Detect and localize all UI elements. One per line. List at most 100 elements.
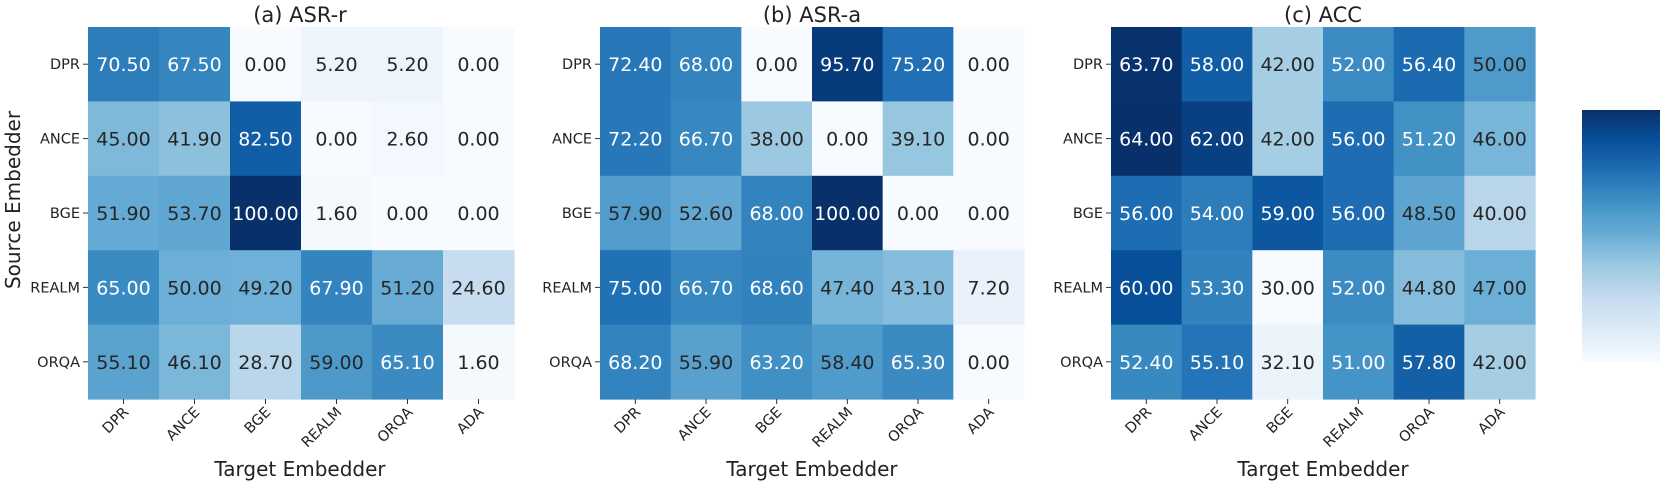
heatmap-cell bbox=[301, 324, 373, 400]
cell-value-label: 0.00 bbox=[457, 129, 499, 151]
heatmap-cell bbox=[882, 27, 954, 102]
cell-value-label: 67.50 bbox=[167, 54, 221, 76]
heatmap-cell bbox=[1464, 101, 1536, 177]
y-tick-label: DPR bbox=[562, 57, 592, 73]
cell-value-label: 52.00 bbox=[1331, 54, 1385, 76]
panel-asr-r: (a) ASR-r Source Embedder Target Embedde… bbox=[1, 3, 515, 481]
heatmap-cell bbox=[1252, 27, 1324, 102]
heatmap-cell bbox=[812, 324, 884, 400]
cell-value-label: 0.00 bbox=[756, 54, 798, 76]
heatmap-cell bbox=[1111, 324, 1183, 400]
cell-value-label: 51.20 bbox=[380, 277, 434, 299]
heatmap-cell bbox=[812, 101, 884, 177]
heatmap-cell bbox=[1393, 250, 1465, 326]
cell-value-label: 75.20 bbox=[891, 54, 945, 76]
heatmap-cell bbox=[670, 101, 742, 177]
heatmap-cell bbox=[1464, 250, 1536, 326]
heatmap-cell bbox=[443, 175, 515, 251]
cell-value-label: 66.70 bbox=[679, 129, 733, 151]
y-axis-label: Source Embedder bbox=[1, 110, 25, 289]
cell-value-label: 82.50 bbox=[238, 129, 292, 151]
cell-value-label: 56.00 bbox=[1331, 129, 1385, 151]
cell-value-label: 1.60 bbox=[315, 203, 357, 225]
heatmap-cell bbox=[953, 101, 1025, 177]
y-tick-label: ORQA bbox=[549, 355, 592, 371]
heatmap-cell bbox=[812, 250, 884, 326]
heatmap-cell bbox=[1252, 175, 1324, 251]
cell-value-label: 2.60 bbox=[386, 129, 428, 151]
cell-value-label: 48.50 bbox=[1402, 203, 1456, 225]
cell-value-label: 38.00 bbox=[749, 129, 803, 151]
heatmap-cell bbox=[1393, 101, 1465, 177]
cell-value-label: 49.20 bbox=[238, 277, 292, 299]
x-axis-label: Target Embedder bbox=[213, 457, 386, 481]
cell-value-label: 68.20 bbox=[608, 352, 662, 374]
heatmap-cell bbox=[1323, 250, 1395, 326]
cell-value-label: 0.00 bbox=[457, 54, 499, 76]
cell-value-label: 68.60 bbox=[749, 277, 803, 299]
cell-value-label: 62.00 bbox=[1190, 129, 1244, 151]
x-tick-label: REALM bbox=[299, 405, 345, 451]
cell-value-label: 47.00 bbox=[1472, 277, 1526, 299]
heatmap-cell bbox=[1393, 324, 1465, 400]
heatmap-cell bbox=[600, 250, 672, 326]
cell-value-label: 56.00 bbox=[1119, 203, 1173, 225]
y-tick-label: REALM bbox=[1053, 280, 1103, 296]
cell-value-label: 63.20 bbox=[749, 352, 803, 374]
cell-value-label: 0.00 bbox=[244, 54, 286, 76]
heatmap-cell bbox=[372, 27, 444, 102]
heatmap-cell bbox=[301, 175, 373, 251]
heatmap-cell bbox=[1181, 27, 1253, 102]
cell-value-label: 75.00 bbox=[608, 277, 662, 299]
y-tick-label: ORQA bbox=[37, 355, 80, 371]
cell-value-label: 7.20 bbox=[968, 277, 1010, 299]
x-tick-label: ADA bbox=[1475, 404, 1508, 437]
heatmap-cell bbox=[159, 27, 231, 102]
cell-value-label: 64.00 bbox=[1119, 129, 1173, 151]
x-axis-label: Target Embedder bbox=[725, 457, 898, 481]
cell-value-label: 46.10 bbox=[167, 352, 221, 374]
cell-value-label: 28.70 bbox=[238, 352, 292, 374]
heatmap-cell bbox=[953, 324, 1025, 400]
cell-value-label: 68.00 bbox=[679, 54, 733, 76]
heatmap-cell bbox=[1181, 175, 1253, 251]
cell-value-label: 67.90 bbox=[309, 277, 363, 299]
cell-value-label: 5.20 bbox=[386, 54, 428, 76]
heatmap-cell bbox=[670, 250, 742, 326]
cell-value-label: 43.10 bbox=[891, 277, 945, 299]
x-tick-label: DPR bbox=[612, 405, 645, 438]
x-tick-label: ANCE bbox=[1186, 405, 1226, 445]
cell-value-label: 42.00 bbox=[1472, 352, 1526, 374]
cell-value-label: 55.90 bbox=[679, 352, 733, 374]
cell-value-label: 30.00 bbox=[1260, 277, 1314, 299]
heatmap-cell bbox=[1464, 175, 1536, 251]
heatmap-cell bbox=[953, 175, 1025, 251]
cell-value-label: 0.00 bbox=[968, 352, 1010, 374]
cell-value-label: 58.40 bbox=[820, 352, 874, 374]
cell-value-label: 50.00 bbox=[167, 277, 221, 299]
x-tick-label: BGE bbox=[1264, 405, 1297, 438]
y-tick-label: ANCE bbox=[40, 132, 80, 148]
heatmap-cell bbox=[1323, 27, 1395, 102]
cell-value-label: 39.10 bbox=[891, 129, 945, 151]
x-tick-label: ORQA bbox=[1396, 404, 1438, 446]
cell-value-label: 45.00 bbox=[96, 129, 150, 151]
heatmap-cell bbox=[1464, 324, 1536, 400]
heatmap-cell bbox=[301, 27, 373, 102]
heatmap-cell bbox=[953, 250, 1025, 326]
heatmap-cell bbox=[88, 27, 160, 102]
panel-title: (a) ASR-r bbox=[253, 3, 347, 27]
heatmap-cell bbox=[812, 27, 884, 102]
cell-value-label: 51.90 bbox=[96, 203, 150, 225]
cell-value-label: 59.00 bbox=[309, 352, 363, 374]
heatmap-cell bbox=[600, 27, 672, 102]
panel-asr-a: (b) ASR-a Target Embedder 72.40 68.00 0.00… bbox=[542, 3, 1025, 481]
cell-value-label: 41.90 bbox=[167, 129, 221, 151]
cell-value-label: 100.00 bbox=[814, 203, 880, 225]
cell-value-label: 70.50 bbox=[96, 54, 150, 76]
cell-value-label: 55.10 bbox=[96, 352, 150, 374]
cell-value-label: 0.00 bbox=[315, 129, 357, 151]
heatmap-cell bbox=[1181, 324, 1253, 400]
heatmap-cell bbox=[1323, 101, 1395, 177]
cell-value-label: 51.20 bbox=[1402, 129, 1456, 151]
